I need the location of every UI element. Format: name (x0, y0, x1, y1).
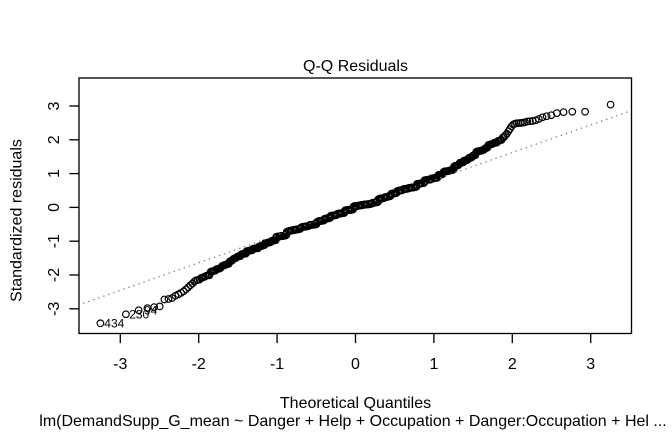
svg-text:94: 94 (144, 304, 158, 318)
svg-text:1: 1 (429, 356, 438, 373)
svg-text:3: 3 (46, 101, 63, 110)
svg-text:434: 434 (104, 317, 124, 331)
svg-text:0: 0 (351, 356, 360, 373)
svg-text:-1: -1 (46, 234, 63, 248)
svg-text:lm(DemandSupp_G_mean ~ Danger: lm(DemandSupp_G_mean ~ Danger + Help + O… (39, 413, 666, 430)
svg-text:230: 230 (129, 308, 149, 322)
svg-text:-3: -3 (113, 356, 127, 373)
svg-text:-3: -3 (46, 302, 63, 316)
svg-text:2: 2 (46, 135, 63, 144)
svg-text:-1: -1 (270, 356, 284, 373)
svg-text:Q-Q Residuals: Q-Q Residuals (303, 58, 408, 75)
svg-text:3: 3 (586, 356, 595, 373)
svg-text:-2: -2 (192, 356, 206, 373)
svg-text:1: 1 (46, 169, 63, 178)
svg-text:Standardized residuals: Standardized residuals (9, 139, 26, 302)
svg-text:2: 2 (508, 356, 517, 373)
svg-text:Theoretical Quantiles: Theoretical Quantiles (280, 395, 431, 412)
svg-text:-2: -2 (46, 268, 63, 282)
svg-text:0: 0 (46, 203, 63, 212)
